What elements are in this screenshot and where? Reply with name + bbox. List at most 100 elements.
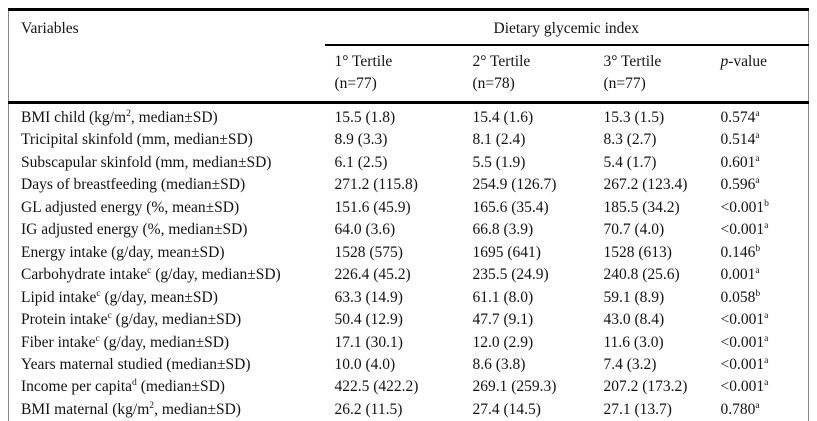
table-row: Tricipital skinfold (mm, median±SD) 8.9 … — [9, 129, 809, 151]
variable-cell: Fiber intakec (g/day, median±SD) — [9, 332, 325, 354]
tertile3-value-cell: 5.4 (1.7) — [603, 153, 657, 171]
variable-label: Lipid intake — [21, 288, 97, 306]
tertile2-value-cell: 1695 (641) — [472, 243, 541, 261]
p-value-superscript: a — [764, 377, 769, 389]
tertile3-header: 3° Tertile (n=77) — [593, 45, 711, 104]
tertile2-value-cell: 235.5 (24.9) — [472, 266, 549, 284]
variable-superscript: c — [107, 309, 112, 321]
variable-label: Income per capita — [21, 378, 133, 396]
p-value-number: <0.001 — [720, 221, 765, 239]
tertile1-n-count: (n=77) — [334, 74, 377, 92]
variables-header: Variables — [21, 20, 79, 37]
tertile3-value-cell: 185.5 (34.2) — [603, 198, 680, 216]
variable-superscript: 2 — [149, 399, 155, 411]
table-row: Protein intakec (g/day, median±SD) 50.4 … — [9, 309, 809, 331]
variable-superscript: c — [147, 265, 152, 277]
tertile3-value-cell: 15.3 (1.5) — [603, 109, 665, 126]
p-value-superscript: a — [764, 309, 769, 321]
p-value-number: <0.001 — [720, 198, 765, 216]
table-row: Years maternal studied (median±SD) 10.0 … — [9, 354, 809, 376]
p-value-cell: 0.574a — [711, 103, 809, 130]
p-value-cell: 0.601a — [711, 152, 809, 174]
variable-cell: Carbohydrate intakec (g/day, median±SD) — [9, 264, 325, 286]
variable-cell: Lipid intakec (g/day, mean±SD) — [9, 287, 325, 309]
p-value-superscript: b — [764, 197, 769, 209]
tertile1-value-cell: 64.0 (3.6) — [334, 221, 396, 239]
variable-label-rest: (median±SD) — [136, 378, 225, 396]
variable-label-rest: (g/day, median±SD) — [99, 333, 230, 351]
variable-cell: BMI child (kg/m2, median±SD) — [9, 103, 325, 130]
variable-label-rest: , median±SD) — [154, 400, 241, 418]
tertile2-value-cell: 8.6 (3.8) — [472, 355, 526, 373]
spanner-row: Variables Dietary glycemic index — [9, 9, 809, 46]
p-value-superscript: a — [764, 220, 769, 232]
variable-cell: BMI maternal (kg/m2, median±SD) — [9, 399, 325, 421]
variable-cell: Energy intake (g/day, mean±SD) — [9, 242, 325, 264]
variable-superscript: 2 — [126, 107, 131, 119]
tertile2-value-cell: 66.8 (3.9) — [472, 221, 534, 239]
tertile2-value-cell: 47.7 (9.1) — [472, 311, 534, 329]
tertile2-header: 2° Tertile (n=78) — [462, 45, 594, 104]
table-row: IG adjusted energy (%, median±SD) 64.0 (… — [9, 219, 809, 241]
variable-label: Protein intake — [21, 311, 108, 329]
p-value-cell: 0.058b — [711, 287, 809, 309]
tertile1-value-cell: 15.5 (1.8) — [334, 109, 396, 126]
variable-label-rest: (g/day, mean±SD) — [100, 288, 218, 306]
p-value-superscript: a — [755, 175, 760, 187]
tertile3-value-cell: 8.3 (2.7) — [603, 131, 657, 149]
table-row: Income per capitad (median±SD) 422.5 (42… — [9, 376, 809, 398]
table-row: BMI child (kg/m2, median±SD) 15.5 (1.8) … — [9, 103, 809, 130]
variable-label: Days of breastfeeding (median±SD) — [21, 176, 246, 194]
tertile1-value-cell: 8.9 (3.3) — [334, 131, 388, 149]
variable-superscript: d — [132, 377, 137, 389]
variable-label-rest: , median±SD) — [130, 109, 218, 126]
p-value-number: <0.001 — [720, 378, 765, 396]
tertile1-label: 1° Tertile — [334, 53, 393, 70]
p-value-cell: 0.001a — [711, 264, 809, 286]
p-value-superscript: b — [755, 287, 761, 299]
p-value-superscript: a — [764, 354, 769, 366]
p-value-header: p-value — [710, 45, 809, 104]
p-value-cell: 0.514a — [711, 129, 809, 151]
p-value-cell: 0.780a — [711, 399, 809, 421]
tertile1-value-cell: 226.4 (45.2) — [334, 266, 411, 284]
variable-label: Years maternal studied (median±SD) — [21, 355, 251, 373]
p-value-number: 0.596 — [720, 176, 756, 194]
tertile2-value-cell: 61.1 (8.0) — [472, 288, 534, 306]
tertile1-value-cell: 6.1 (2.5) — [334, 153, 388, 171]
tertile1-value-cell: 151.6 (45.9) — [334, 198, 411, 216]
tertile2-label: 2° Tertile — [472, 53, 531, 70]
variable-label: IG adjusted energy (%, median±SD) — [21, 221, 248, 239]
tertile3-value-cell: 267.2 (123.4) — [603, 176, 688, 194]
variable-label: Carbohydrate intake — [21, 266, 148, 284]
p-value-superscript: a — [755, 265, 760, 277]
table-row: Carbohydrate intakec (g/day, median±SD) … — [9, 264, 809, 286]
tertile1-value-cell: 17.1 (30.1) — [334, 333, 403, 351]
p-value-number: 0.001 — [720, 266, 756, 284]
table-body: BMI child (kg/m2, median±SD) 15.5 (1.8) … — [9, 103, 809, 421]
p-value-cell: <0.001a — [711, 354, 809, 376]
variable-cell: Tricipital skinfold (mm, median±SD) — [9, 129, 325, 151]
tertile2-value-cell: 15.4 (1.6) — [472, 109, 534, 126]
variable-cell: GL adjusted energy (%, mean±SD) — [9, 197, 325, 219]
p-value-superscript: a — [764, 332, 769, 344]
variable-label: GL adjusted energy (%, mean±SD) — [21, 198, 240, 216]
variable-label: Fiber intake — [21, 333, 96, 351]
tertile3-value-cell: 7.4 (3.2) — [603, 355, 657, 373]
p-value-number: 0.058 — [720, 288, 756, 306]
tertile3-value-cell: 1528 (613) — [603, 243, 672, 261]
p-value-header-italic-p: p — [720, 53, 729, 70]
p-value-cell: <0.001a — [711, 332, 809, 354]
variable-label: Energy intake (g/day, mean±SD) — [21, 243, 225, 261]
tertile3-value-cell: 59.1 (8.9) — [603, 288, 665, 306]
table-row: Energy intake (g/day, mean±SD) 1528 (575… — [9, 242, 809, 264]
table-row: Subscapular skinfold (mm, median±SD) 6.1… — [9, 152, 809, 174]
p-value-superscript: a — [755, 399, 760, 411]
p-value-superscript: a — [755, 152, 760, 164]
variable-cell: IG adjusted energy (%, median±SD) — [9, 219, 325, 241]
variable-label: Subscapular skinfold (mm, median±SD) — [21, 153, 272, 171]
p-value-number: <0.001 — [720, 333, 765, 351]
p-value-header-rest: -value — [728, 53, 767, 70]
table-row: Days of breastfeeding (median±SD) 271.2 … — [9, 174, 809, 196]
p-value-number: 0.514 — [720, 131, 756, 149]
